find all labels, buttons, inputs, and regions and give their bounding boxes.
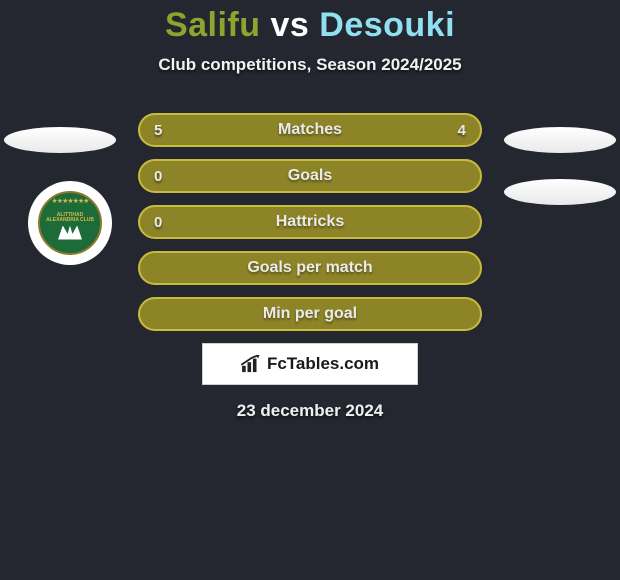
stat-left-value: 5 — [154, 122, 174, 139]
player-b-slot-icon — [504, 127, 616, 153]
stat-label: Goals per match — [140, 259, 480, 277]
page-title: Salifu vs Desouki — [0, 0, 620, 45]
club-badge-text: ALITTIHAD ALEXANDRIA CLUB — [40, 213, 100, 224]
player-a-club-badge: ★★★★★★★ ALITTIHAD ALEXANDRIA CLUB — [28, 181, 112, 265]
stat-right-value: 4 — [446, 122, 466, 139]
stat-label: Hattricks — [140, 213, 480, 231]
stats-area: ★★★★★★★ ALITTIHAD ALEXANDRIA CLUB 5Match… — [0, 113, 620, 421]
stat-left-value: 0 — [154, 214, 174, 231]
comparison-card: Salifu vs Desouki Club competitions, Sea… — [0, 0, 620, 421]
player-b-club-slot-icon — [504, 179, 616, 205]
stat-label: Min per goal — [140, 305, 480, 323]
player-a-slot-icon — [4, 127, 116, 153]
star-icon: ★★★★★★★ — [52, 197, 89, 205]
stat-label: Goals — [140, 167, 480, 185]
stat-row: Min per goal — [138, 297, 482, 331]
club-badge-shape-icon — [58, 226, 82, 240]
stat-label: Matches — [140, 121, 480, 139]
stat-row: 0Hattricks — [138, 205, 482, 239]
vs-label: vs — [270, 6, 309, 44]
brand-text: FcTables.com — [267, 354, 379, 374]
stat-row: 0Goals — [138, 159, 482, 193]
stat-row: 5Matches4 — [138, 113, 482, 147]
player-b-name: Desouki — [319, 6, 455, 44]
bar-chart-icon — [241, 355, 263, 373]
subtitle: Club competitions, Season 2024/2025 — [0, 55, 620, 75]
stat-row: Goals per match — [138, 251, 482, 285]
club-badge-emblem: ★★★★★★★ ALITTIHAD ALEXANDRIA CLUB — [38, 191, 102, 255]
player-a-name: Salifu — [165, 6, 261, 44]
date-label: 23 december 2024 — [0, 401, 620, 421]
brand-badge: FcTables.com — [202, 343, 418, 385]
stat-left-value: 0 — [154, 168, 174, 185]
